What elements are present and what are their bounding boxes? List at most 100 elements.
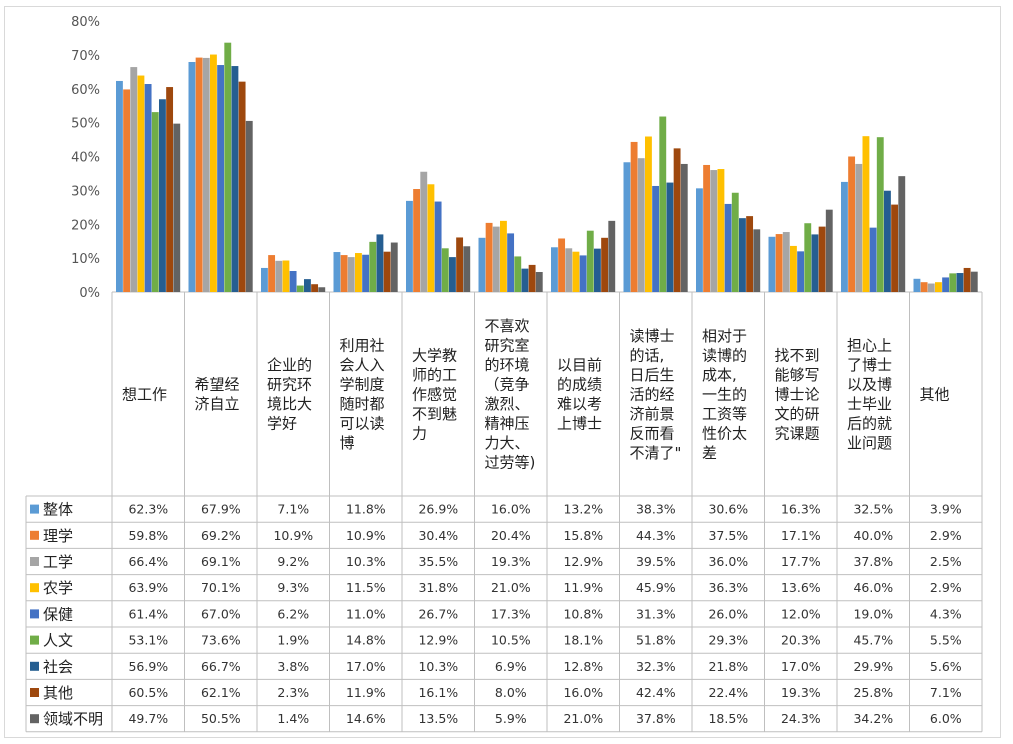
bar xyxy=(572,251,580,292)
data-table-cell: 17.0% xyxy=(346,659,386,674)
bar xyxy=(608,220,616,292)
data-table-cell: 16.3% xyxy=(781,502,821,517)
y-tick-label: 10% xyxy=(71,252,100,267)
data-table-cell: 17.3% xyxy=(491,606,531,621)
bar xyxy=(500,220,507,292)
bar xyxy=(282,260,290,292)
data-table-cell: 5.6% xyxy=(930,659,962,674)
bar xyxy=(920,282,928,292)
data-table-cell: 73.6% xyxy=(201,633,241,648)
bar xyxy=(390,242,398,292)
category-label: 担心上了博士以及博士毕业后的就业问题 xyxy=(847,337,892,453)
data-table-cell: 20.4% xyxy=(491,528,531,543)
data-table-cell: 10.9% xyxy=(346,528,386,543)
bar xyxy=(355,253,362,292)
data-table-cell: 2.3% xyxy=(277,685,309,700)
y-tick-label: 80% xyxy=(71,15,100,30)
bar xyxy=(434,201,442,292)
bar xyxy=(268,255,276,292)
legend-swatch xyxy=(30,714,39,724)
chart-frame xyxy=(4,6,1001,738)
data-table-cell: 21.0% xyxy=(563,711,603,726)
bar xyxy=(456,237,464,292)
bar xyxy=(311,284,319,292)
bar xyxy=(970,271,978,292)
bar xyxy=(492,226,500,292)
bar xyxy=(601,237,609,292)
data-table-cell: 10.9% xyxy=(273,528,313,543)
data-table-cell: 42.4% xyxy=(636,685,676,700)
legend-swatch xyxy=(30,530,39,540)
data-table-cell: 17.7% xyxy=(781,554,821,569)
data-table-cell: 51.8% xyxy=(636,633,676,648)
data-table-cell: 25.8% xyxy=(853,685,893,700)
data-table-cell: 15.8% xyxy=(563,528,603,543)
data-table-cell: 7.1% xyxy=(277,502,309,517)
bar xyxy=(579,255,587,292)
category-label: 不喜欢研究室的环境（竞争激烈、精神压力大、过劳等) xyxy=(485,317,536,472)
data-table-cell: 61.4% xyxy=(128,606,168,621)
bar xyxy=(804,223,812,292)
data-table-cell: 24.3% xyxy=(781,711,821,726)
bar xyxy=(478,237,486,292)
legend-swatch xyxy=(30,557,39,566)
data-table-cell: 13.6% xyxy=(781,580,821,595)
legend-label: 保健 xyxy=(43,605,73,623)
data-table-cell: 59.8% xyxy=(128,528,168,543)
bar xyxy=(333,252,341,292)
y-tick-label: 70% xyxy=(71,49,100,64)
data-table-cell: 45.9% xyxy=(636,580,676,595)
bar xyxy=(123,89,131,293)
bar xyxy=(623,162,631,292)
bar xyxy=(891,204,899,292)
data-table-cell: 50.5% xyxy=(201,711,241,726)
data-table-cell: 36.3% xyxy=(708,580,748,595)
bar xyxy=(898,176,906,292)
bar xyxy=(463,246,471,292)
bar xyxy=(151,112,159,293)
bar xyxy=(753,229,761,292)
data-table-cell: 37.8% xyxy=(853,554,893,569)
data-table-cell: 11.9% xyxy=(563,580,603,595)
legend-label: 农学 xyxy=(43,579,73,597)
bar xyxy=(746,216,754,292)
bar xyxy=(703,164,711,292)
bar xyxy=(811,234,819,292)
bar xyxy=(413,189,421,292)
bar xyxy=(528,264,536,292)
data-table-cell: 35.5% xyxy=(418,554,458,569)
bar xyxy=(652,185,660,292)
bar xyxy=(376,234,384,292)
data-table-cell: 39.5% xyxy=(636,554,676,569)
data-table-cell: 18.5% xyxy=(708,711,748,726)
bar xyxy=(963,267,971,292)
data-table-cell: 6.9% xyxy=(495,659,527,674)
data-table-cell: 66.4% xyxy=(128,554,168,569)
data-table-cell: 12.9% xyxy=(563,554,603,569)
bar xyxy=(565,248,573,292)
legend-label: 领域不明 xyxy=(43,710,103,728)
bar xyxy=(680,163,688,292)
category-label: 以目前的成绩难以考上博士 xyxy=(557,356,602,433)
data-table-cell: 38.3% xyxy=(636,502,676,517)
bar xyxy=(224,42,232,293)
data-table-cell: 36.0% xyxy=(708,554,748,569)
data-table-cell: 11.8% xyxy=(346,502,386,517)
bar xyxy=(383,251,391,292)
data-table-cell: 67.9% xyxy=(201,502,241,517)
legend-swatch xyxy=(30,504,39,514)
data-table: 想工作 希望经济自立企业的研究环境比大学好利用社会人入学制度随时都可以读博大学教师… xyxy=(25,292,983,733)
data-table-cell: 63.9% xyxy=(128,580,168,595)
bar xyxy=(775,234,783,292)
data-table-cell: 32.3% xyxy=(636,659,676,674)
bar xyxy=(340,255,348,292)
bar xyxy=(848,156,856,292)
data-table-cell: 62.3% xyxy=(128,502,168,517)
y-tick-label: 40% xyxy=(71,151,100,166)
data-table-cell: 6.0% xyxy=(930,711,962,726)
data-table-cell: 12.8% xyxy=(563,659,603,674)
bar xyxy=(884,190,891,292)
data-table-cell: 45.7% xyxy=(853,633,893,648)
y-tick-label: 20% xyxy=(71,218,100,233)
